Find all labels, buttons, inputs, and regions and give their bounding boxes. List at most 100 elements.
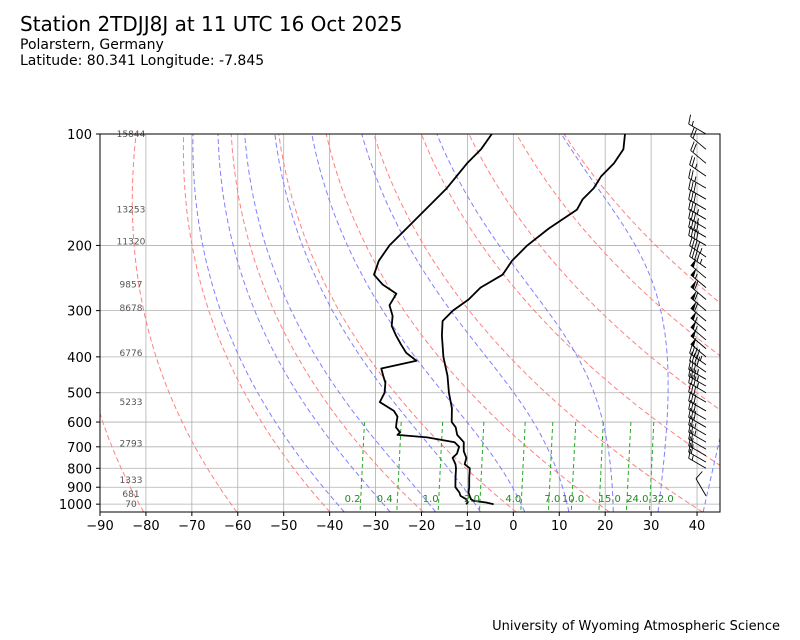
- mixing-ratio-line: [396, 421, 402, 512]
- mixing-ratio-label: 24.0: [626, 494, 648, 505]
- wind-barb: [688, 436, 707, 457]
- wind-barb-pennant: [690, 267, 697, 278]
- wind-barb-staff: [688, 199, 707, 210]
- moist-adiabat-line: [436, 134, 614, 512]
- wind-barb-pennant: [690, 310, 697, 321]
- x-tick-label: −40: [316, 519, 343, 534]
- wind-barb: [689, 247, 707, 269]
- wind-barb: [688, 366, 707, 387]
- wind-barb-staff: [688, 457, 707, 469]
- wind-barb-flag: [688, 190, 692, 200]
- wind-barb: [688, 442, 707, 463]
- wind-barb-flag: [691, 248, 696, 259]
- height-label: 5233: [120, 398, 143, 408]
- wind-barb-flag: [690, 227, 694, 238]
- mixing-ratio-line: [437, 421, 444, 512]
- mixing-ratio-line: [648, 421, 655, 512]
- wind-barb-flag: [693, 369, 697, 380]
- wind-barb-flag: [688, 226, 692, 236]
- height-label: 11320: [117, 237, 146, 247]
- wind-barb-flag: [694, 302, 699, 312]
- wind-barb-flag: [688, 442, 692, 453]
- x-tick-label: 0: [509, 519, 517, 534]
- wind-barb-flag: [693, 212, 697, 222]
- wind-barb-flag: [690, 201, 694, 211]
- y-tick-label: 500: [67, 387, 92, 402]
- moist-adiabat-line: [361, 134, 570, 512]
- dry-adiabat-line: [131, 134, 238, 512]
- wind-barb-staff: [688, 408, 707, 420]
- wind-barb-half-flag: [694, 423, 697, 429]
- wind-barb-flag: [691, 238, 696, 248]
- wind-barb-flag: [689, 351, 693, 361]
- wind-barb-half-flag: [696, 375, 699, 382]
- wind-barb-flag: [693, 410, 697, 421]
- wind-barb-staff: [688, 416, 707, 428]
- wind-barb-half-flag: [691, 120, 694, 127]
- plot-frame: [99, 133, 721, 513]
- wind-barb-flag: [693, 402, 697, 413]
- wind-barb-flag: [690, 384, 694, 394]
- mixing-ratio-label: 0.2: [345, 494, 361, 505]
- wind-barb-half-flag: [696, 218, 699, 224]
- wind-barb-half-flag: [694, 273, 698, 279]
- x-tick-label: −70: [178, 519, 205, 534]
- wind-barb-flag: [689, 247, 693, 257]
- height-label: 6776: [120, 349, 143, 359]
- height-label: 70: [125, 500, 137, 510]
- wind-barb-flag: [694, 250, 698, 260]
- dry-adiabat-line: [325, 134, 610, 512]
- wind-barb-flag: [690, 437, 694, 448]
- x-tick-label: 30: [643, 519, 660, 534]
- dry-adiabat-line: [468, 134, 720, 411]
- mixing-ratio-label: 15.0: [599, 494, 621, 505]
- wind-barb-flag: [693, 220, 697, 231]
- wind-barb-staff: [688, 391, 707, 403]
- height-label: 1333: [120, 476, 143, 486]
- x-tick-label: −30: [362, 519, 389, 534]
- wind-barb-half-flag: [696, 382, 699, 388]
- mixing-ratio-line: [479, 421, 485, 512]
- wind-barb-half-flag: [694, 176, 697, 182]
- wind-barb-flag: [690, 219, 694, 229]
- wind-barb-flag: [688, 429, 692, 440]
- wind-barb-flag: [695, 471, 703, 479]
- dry-adiabats: [100, 134, 720, 512]
- wind-barb-flag: [692, 129, 697, 139]
- wind-barb: [688, 217, 707, 238]
- wind-barb-flag: [693, 182, 697, 193]
- wind-barb-pennant: [690, 328, 697, 339]
- wind-barb-pennant: [690, 301, 697, 311]
- mixing-ratio-label: 7.0: [544, 494, 560, 505]
- mixing-ratio-line: [359, 421, 365, 512]
- wind-barb-flag: [690, 417, 694, 427]
- wind-barb-flag: [690, 170, 694, 180]
- y-tick-label: 900: [67, 481, 92, 496]
- wind-barb-flag: [690, 444, 694, 454]
- wind-barb-staff: [689, 352, 707, 366]
- temperature-profile-line: [441, 134, 626, 506]
- wind-barb: [690, 127, 707, 150]
- wind-barb-staff: [690, 136, 707, 150]
- wind-barb-flag: [690, 401, 694, 411]
- chart-title: Station 2TDJJ8J at 11 UTC 16 Oct 2025: [20, 12, 403, 36]
- wind-barb-flag: [690, 374, 694, 385]
- wind-barb-flag: [690, 431, 694, 441]
- height-labels: 15844 13253 11320 9857 8678 6776 5233 2793 1333 6…: [117, 130, 146, 510]
- wind-barb-staff: [688, 445, 707, 457]
- wind-barb: [690, 328, 707, 349]
- wind-barb-staff: [690, 150, 707, 164]
- wind-barb-flag: [689, 236, 693, 246]
- wind-barb-pennant: [690, 258, 697, 268]
- wind-barb-flag: [690, 393, 694, 403]
- wind-barb-staff: [688, 424, 707, 436]
- moist-adiabat-line: [274, 134, 481, 512]
- wind-barb-flag: [691, 353, 696, 363]
- wind-barb: [688, 399, 707, 420]
- wind-barb-flag: [688, 422, 692, 433]
- wind-barb-half-flag: [699, 355, 703, 361]
- height-label: 13253: [117, 206, 146, 216]
- wind-barb-half-flag: [699, 258, 703, 265]
- wind-barb-flag: [688, 399, 692, 410]
- dewpoint-profile-line: [373, 134, 493, 505]
